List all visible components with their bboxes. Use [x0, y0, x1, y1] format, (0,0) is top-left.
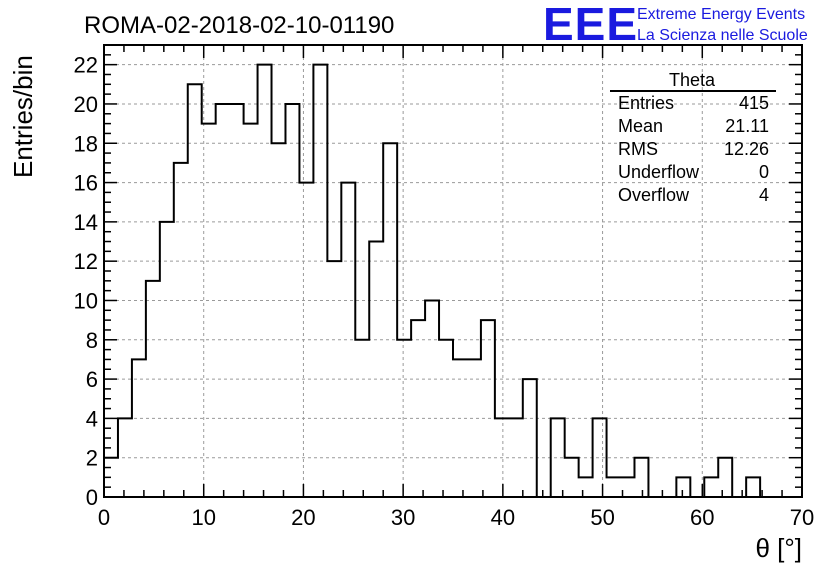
stats-row-label: Mean: [618, 116, 663, 136]
stats-row-label: Underflow: [618, 162, 700, 182]
y-tick-label: 22: [74, 53, 98, 78]
y-tick-label: 4: [86, 406, 98, 431]
x-tick-label: 10: [191, 505, 215, 530]
x-tick-labels: 0 10 20 30 40 50 60 70: [98, 505, 814, 530]
x-axis-title: θ [°]: [755, 533, 802, 563]
stats-row-value: 415: [739, 93, 769, 113]
x-tick-label: 50: [590, 505, 614, 530]
chart-title: ROMA-02-2018-02-10-01190: [84, 12, 394, 39]
x-tick-label: 40: [491, 505, 515, 530]
x-tick-label: 0: [98, 505, 110, 530]
stats-row-value: 4: [759, 185, 769, 205]
stats-box: Theta Entries 415 Mean 21.11 RMS 12.26 Underfl…: [610, 70, 776, 205]
stats-row-value: 12.26: [724, 139, 769, 159]
axis-ticks: [103, 44, 803, 498]
plot-frame: [103, 44, 803, 498]
y-tick-label: 10: [74, 288, 98, 313]
eee-logo-line2: La Scienza nelle Scuole: [637, 27, 808, 44]
y-tick-label: 14: [74, 210, 98, 235]
eee-logo: EEE Extreme Energy Events La Scienza nel…: [543, 0, 808, 50]
y-tick-label: 12: [74, 249, 98, 274]
grid-lines: [104, 45, 802, 497]
y-axis-title: Entries/bin: [8, 55, 38, 178]
y-tick-label: 8: [86, 328, 98, 353]
eee-logo-mark: EEE: [543, 0, 638, 50]
histogram-series: [103, 63, 802, 498]
y-tick-labels: 0 2 4 6 8 10 12 14 16 18 20 22: [74, 53, 98, 510]
x-tick-label: 70: [790, 505, 814, 530]
x-tick-label: 20: [291, 505, 315, 530]
y-tick-label: 18: [74, 131, 98, 156]
stats-row-label: Entries: [618, 93, 674, 113]
stats-row-value: 0: [759, 162, 769, 182]
stats-row-label: Overflow: [618, 185, 690, 205]
stats-row-value: 21.11: [725, 116, 769, 136]
stats-name: Theta: [669, 70, 716, 90]
y-tick-label: 16: [74, 171, 98, 196]
y-tick-label: 0: [86, 485, 98, 510]
y-tick-label: 20: [74, 92, 98, 117]
stats-row-label: RMS: [618, 139, 658, 159]
y-tick-label: 6: [86, 367, 98, 392]
x-tick-label: 30: [391, 505, 415, 530]
x-tick-label: 60: [690, 505, 714, 530]
eee-logo-line1: Extreme Energy Events: [637, 6, 805, 23]
y-tick-label: 2: [86, 446, 98, 471]
stats-rows: Entries 415 Mean 21.11 RMS 12.26 Underflow 0 Ove…: [618, 93, 769, 205]
